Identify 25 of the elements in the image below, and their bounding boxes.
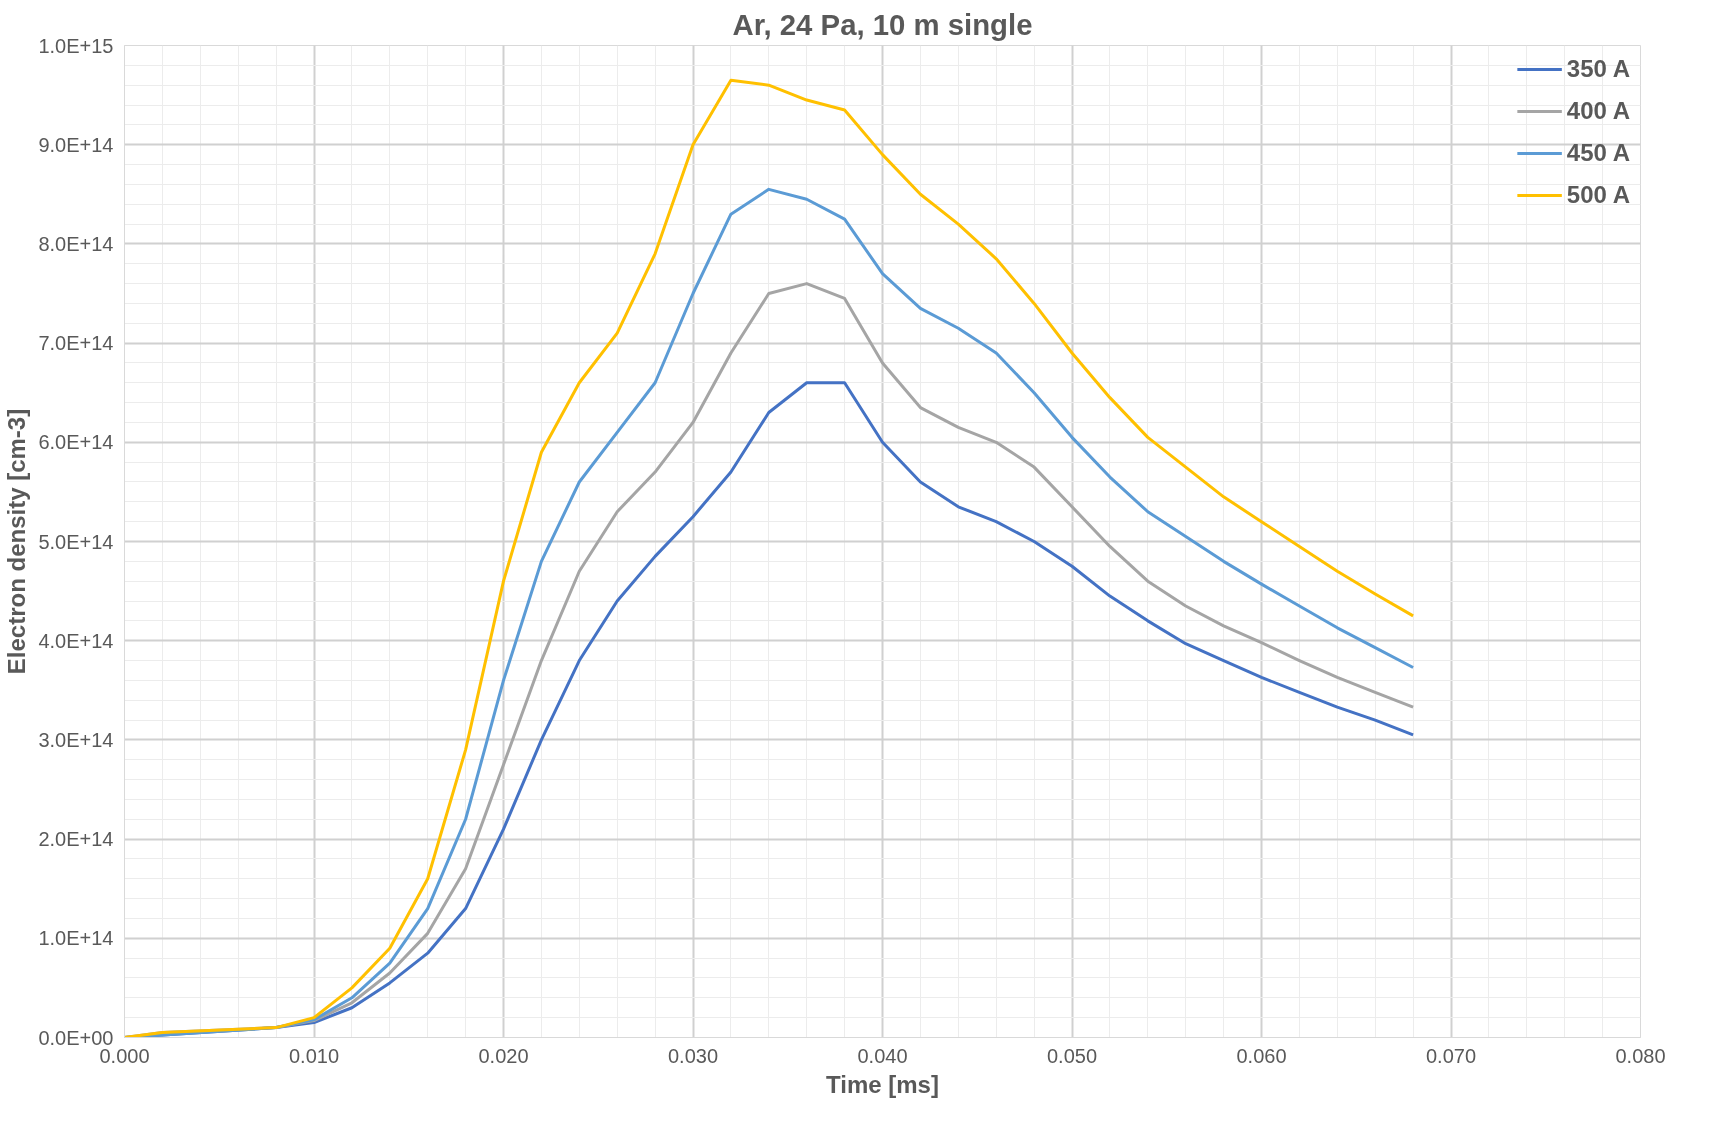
y-tick-label: 3.0E+14 xyxy=(38,728,114,751)
y-tick-label: 7.0E+14 xyxy=(38,332,114,355)
legend-label: 400 A xyxy=(1566,97,1630,125)
x-axis-title: Time [ms] xyxy=(826,1070,939,1098)
y-axis-title: Electron density [cm-3] xyxy=(3,408,31,675)
y-tick-label: 5.0E+14 xyxy=(38,530,114,553)
y-tick-label: 2.0E+14 xyxy=(38,828,114,851)
x-tick-label: 0.050 xyxy=(1046,1044,1098,1067)
legend-label: 450 A xyxy=(1566,139,1630,167)
x-tick-label: 0.010 xyxy=(288,1044,340,1067)
x-tick-label: 0.020 xyxy=(478,1044,529,1067)
legend-label: 500 A xyxy=(1566,181,1630,209)
x-tick-label: 0.070 xyxy=(1425,1044,1477,1067)
x-tick-label: 0.030 xyxy=(667,1044,719,1067)
y-tick-label: 1.0E+15 xyxy=(38,34,114,57)
y-tick-label: 9.0E+14 xyxy=(38,133,114,156)
y-tick-label: 1.0E+14 xyxy=(38,927,114,950)
x-tick-label: 0.080 xyxy=(1615,1044,1666,1067)
y-tick-label: 4.0E+14 xyxy=(38,629,114,652)
chart-title: Ar, 24 Pa, 10 m single xyxy=(732,7,1033,41)
y-tick-label: 6.0E+14 xyxy=(38,431,114,454)
y-tick-label: 8.0E+14 xyxy=(38,232,114,255)
x-tick-label: 0.040 xyxy=(857,1044,908,1067)
legend-label: 350 A xyxy=(1566,55,1630,83)
x-tick-label: 0.060 xyxy=(1236,1044,1287,1067)
